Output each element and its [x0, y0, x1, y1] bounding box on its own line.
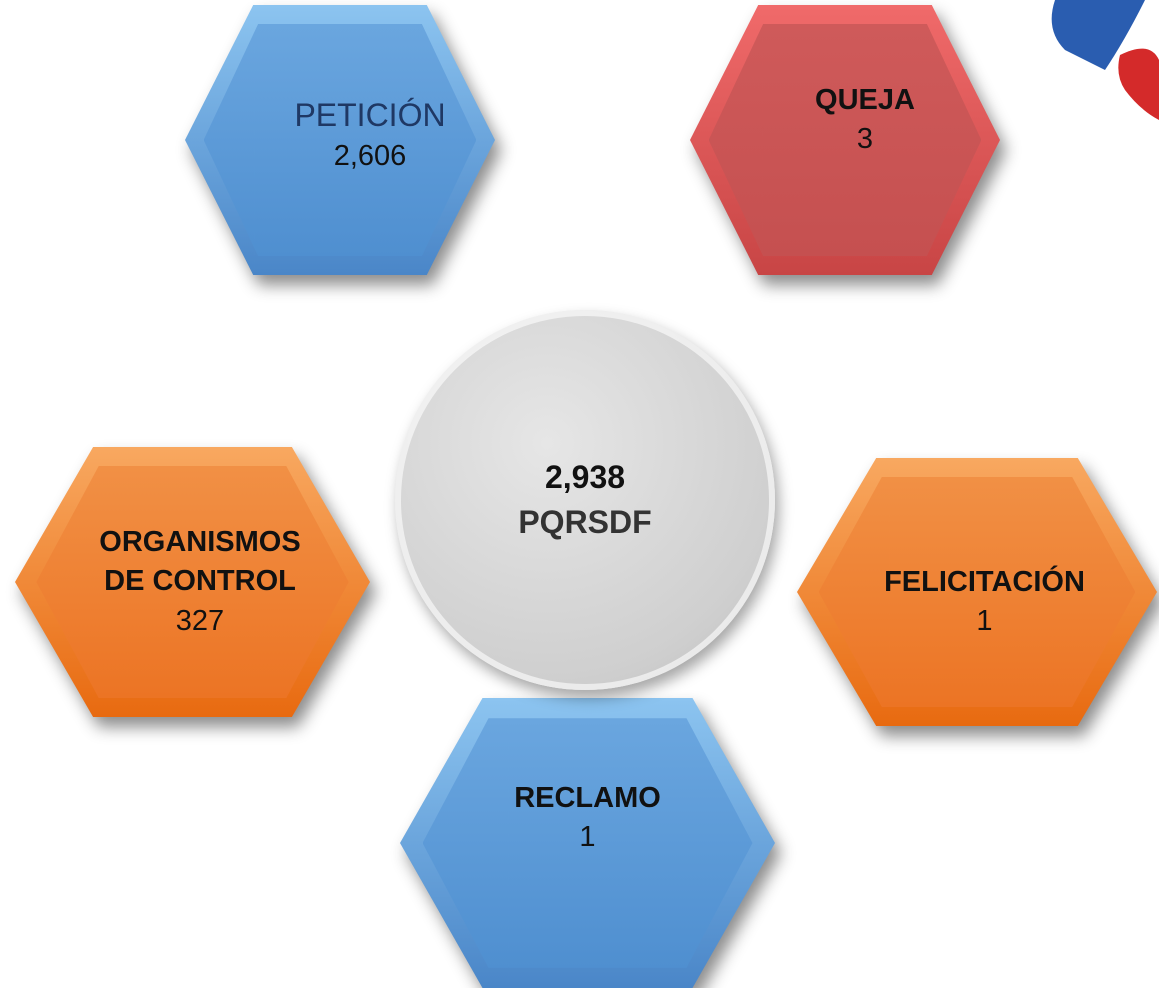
node-value: 2,606 — [334, 137, 407, 176]
node-label: ORGANISMOS DE CONTROL — [85, 523, 315, 601]
node-value: 327 — [176, 602, 224, 641]
node-label: FELICITACIÓN — [870, 563, 1100, 602]
node-value: 3 — [857, 120, 873, 159]
node-label: PETICIÓN — [255, 94, 485, 137]
node-value: 1 — [579, 818, 595, 857]
logo-red — [1118, 49, 1159, 120]
center-value: 2,938 — [545, 455, 625, 500]
page: {"center": {"value": "2,938", "label": "… — [0, 0, 1159, 968]
node-label: RECLAMO — [473, 779, 703, 818]
center-label: PQRSDF — [518, 500, 651, 545]
center-circle: 2,938 PQRSDF — [395, 310, 775, 690]
logo-decoration — [1025, 0, 1159, 130]
node-label: QUEJA — [750, 81, 980, 120]
node-value: 1 — [976, 602, 992, 641]
